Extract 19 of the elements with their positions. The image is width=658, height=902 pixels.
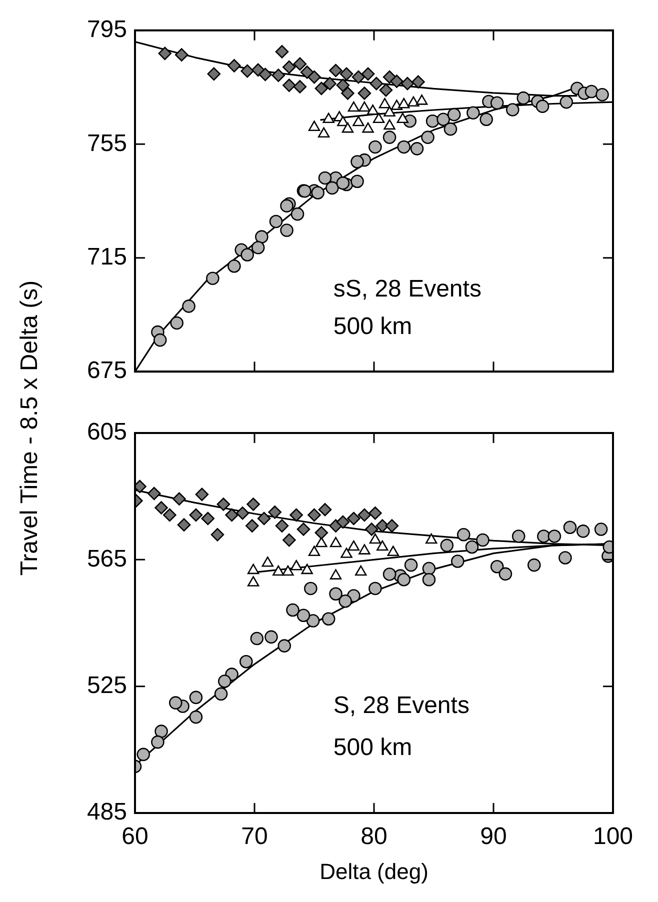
x-tick-label: 90 [480,823,507,850]
y-axis-title: Travel Time - 8.5 x Delta (s) [16,280,44,576]
annotation: 500 km [333,734,412,762]
y-tick-label: 715 [86,243,127,270]
y-tick-label: 605 [86,418,127,446]
y-tick-label: 565 [86,545,127,572]
x-tick-label: 70 [241,823,268,850]
y-tick-label: 795 [86,16,127,44]
y-tick-label: 485 [86,798,127,826]
x-axis-title: Delta (deg) [320,858,428,884]
x-tick-label: 80 [360,823,388,850]
x-tick-label: 60 [122,823,148,850]
annotation: sS, 28 Events [333,275,482,302]
y-tick-label: 525 [86,672,127,699]
x-tick-label: 100 [592,823,634,850]
y-tick-label: 755 [86,130,127,157]
y-tick-label: 675 [86,357,127,384]
annotation: 500 km [333,312,412,340]
annotation: S, 28 Events [333,692,470,720]
